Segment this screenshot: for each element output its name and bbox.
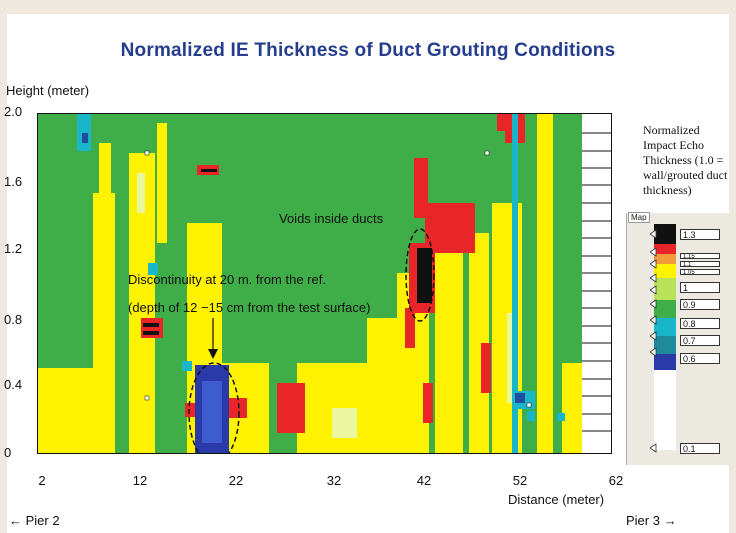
discontinuity-ellipse: [188, 362, 240, 454]
colorbar-label-0-8: 0.8: [680, 318, 720, 329]
x-tick-52: 52: [512, 473, 528, 488]
no-data-region: [582, 113, 612, 454]
colorbar-label-1: 1: [680, 282, 720, 293]
x-tick-42: 42: [416, 473, 432, 488]
colorbar: [650, 224, 676, 453]
x-tick-32: 32: [326, 473, 342, 488]
x-tick-62: 62: [608, 473, 624, 488]
colorbar-label-1-3: 1.3: [680, 229, 720, 240]
annotation-discontinuity: Discontinuity at 20 m. from the ref.: [128, 272, 326, 287]
chart-title: Normalized IE Thickness of Duct Grouting…: [120, 40, 616, 61]
dark-blue-spots: [82, 133, 525, 403]
pier-right-text: Pier 3: [626, 513, 660, 528]
x-tick-22: 22: [228, 473, 244, 488]
colorbar-swatch-1-1: [654, 254, 676, 264]
y-tick-1-6: 1.6: [4, 174, 23, 189]
x-axis-label: Distance (meter): [508, 492, 605, 507]
colorbar-label-0-1: 0.1: [680, 443, 720, 454]
colorbar-label-1-1: 1.1: [680, 261, 720, 267]
y-tick-0: 0: [4, 445, 12, 460]
y-tick-1-2: 1.2: [4, 241, 23, 256]
void-region: [417, 248, 432, 303]
map-tab[interactable]: Map: [628, 212, 650, 223]
x-tick-2: 2: [38, 473, 46, 488]
y-tick-0-8: 0.8: [4, 312, 23, 327]
colorbar-label-0-7: 0.7: [680, 335, 720, 346]
colorbar-swatch-0-7: [654, 336, 676, 354]
x-tick-12: 12: [132, 473, 148, 488]
colorbar-swatch-0-1: [654, 370, 676, 450]
colorbar-swatch-1-3: [654, 224, 676, 244]
annotation-voids: Voids inside ducts: [279, 211, 384, 226]
y-tick-2-0: 2.0: [4, 104, 23, 119]
colorbar-swatch-0-8: [654, 318, 676, 336]
colorbar-swatch-1: [654, 278, 676, 300]
arrow-right-icon: →: [663, 513, 677, 528]
colorbar-label-0-9: 0.9: [680, 299, 720, 310]
heatmap-plot: [37, 113, 612, 454]
pale-regions: [137, 173, 513, 438]
colorbar-label-0-6: 0.6: [680, 353, 720, 364]
void-ellipse: [405, 228, 435, 322]
plot-frame: [37, 113, 612, 454]
pier-left-label: ← Pier 2: [9, 513, 60, 528]
colorbar-label-1-05: 1.05: [680, 269, 720, 275]
colorbar-label-1-15: 1.15: [680, 253, 720, 259]
colorbar-swatch-0-6: [654, 354, 676, 370]
annotation-depth: (depth of 12 −15 cm from the test surfac…: [128, 300, 371, 315]
pier-right-label: Pier 3 →: [626, 513, 677, 528]
colorbar-swatch-0-9: [654, 300, 676, 318]
colorbar-swatch-1-05: [654, 264, 676, 278]
y-tick-0-4: 0.4: [4, 377, 23, 392]
right-gridlines: [582, 132, 612, 432]
legend-title: Normalized Impact Echo Thickness (1.0 = …: [643, 123, 728, 197]
arrow-left-icon: ←: [9, 513, 22, 528]
pier-left-text: Pier 2: [25, 513, 60, 528]
colorbar-swatch-1-15: [654, 244, 676, 254]
y-axis-label: Height (meter): [6, 83, 90, 98]
